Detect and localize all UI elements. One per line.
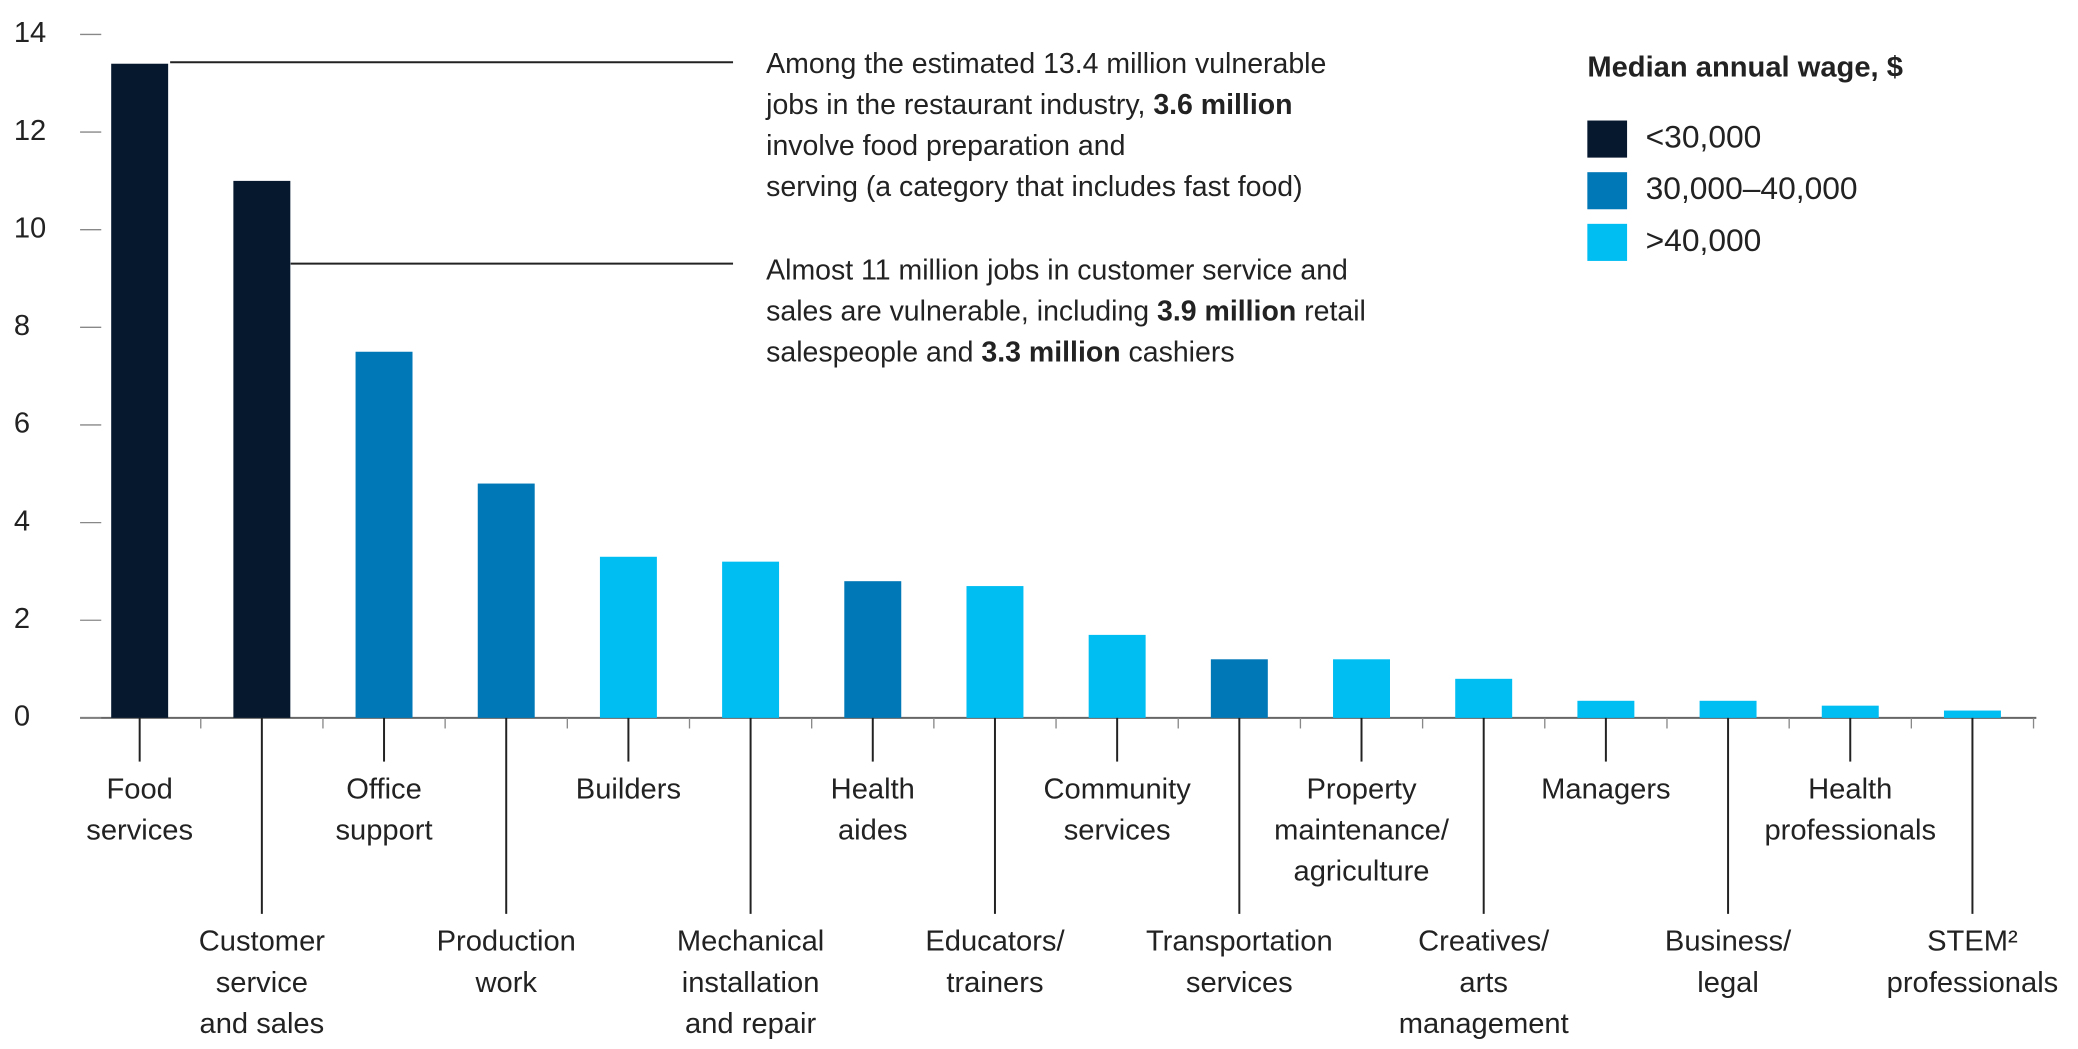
bar — [477, 483, 535, 718]
x-tick-label: aides — [838, 814, 908, 846]
x-tick-label: and repair — [685, 1008, 816, 1040]
y-tick-label: 6 — [14, 408, 30, 440]
annotation-line: jobs in the restaurant industry, 3.6 mil… — [765, 88, 1292, 120]
bar — [966, 586, 1024, 718]
annotation: Almost 11 million jobs in customer servi… — [766, 254, 1366, 368]
bar — [844, 581, 902, 718]
x-tick-label: Builders — [576, 773, 681, 805]
annotation-bold: 3.3 million — [981, 336, 1120, 368]
x-tick-label: Customer — [199, 926, 326, 958]
bar — [1943, 710, 2001, 718]
bar — [599, 556, 657, 718]
bar — [1699, 700, 1757, 718]
x-tick-label: trainers — [946, 967, 1043, 999]
x-tick-label: maintenance/ — [1274, 814, 1450, 846]
y-tick-label: 0 — [14, 701, 30, 733]
annotation-bold: 3.9 million — [1157, 295, 1296, 327]
legend-label: >40,000 — [1646, 222, 1762, 258]
annotation-text: cashiers — [1121, 336, 1235, 368]
annotation-text: salespeople and — [766, 336, 981, 368]
bar — [722, 561, 780, 718]
y-tick-label: 8 — [14, 310, 30, 342]
annotation-text: involve food preparation and — [766, 130, 1125, 162]
legend-label: 30,000–40,000 — [1646, 170, 1858, 206]
annotation-text: Among the estimated 13.4 million vulnera… — [766, 47, 1326, 79]
bar — [355, 351, 413, 718]
annotation-text: retail — [1296, 295, 1366, 327]
x-tick-label: legal — [1697, 967, 1759, 999]
legend-label: <30,000 — [1646, 118, 1762, 154]
x-tick-label: work — [474, 967, 537, 999]
x-tick-label: Property — [1306, 773, 1417, 805]
bar — [1577, 700, 1635, 718]
annotation-line: Among the estimated 13.4 million vulnera… — [766, 47, 1326, 79]
x-tick-label: service — [216, 967, 308, 999]
annotation-line: salespeople and 3.3 million cashiers — [766, 336, 1234, 368]
x-tick-label: support — [335, 814, 432, 846]
x-tick-label: services — [1064, 814, 1171, 846]
annotation-line: serving (a category that includes fast f… — [766, 171, 1302, 203]
x-tick-label: STEM² — [1927, 926, 2018, 958]
annotation-text: Almost 11 million jobs in customer servi… — [766, 254, 1348, 286]
legend-swatch — [1587, 172, 1628, 210]
x-tick-label: installation — [682, 967, 820, 999]
y-tick-label: 2 — [14, 603, 30, 635]
x-tick-label: Community — [1044, 773, 1192, 805]
bar — [1088, 634, 1146, 718]
annotation-text: sales are vulnerable, including — [766, 295, 1157, 327]
annotation-text: jobs in the restaurant industry, — [765, 88, 1153, 120]
legend-swatch — [1587, 120, 1628, 158]
annotation-line: Almost 11 million jobs in customer servi… — [766, 254, 1348, 286]
x-tick-label: Managers — [1541, 773, 1671, 805]
x-tick-label: and sales — [200, 1008, 325, 1040]
bar — [1455, 678, 1513, 718]
x-tick-label: management — [1399, 1008, 1569, 1040]
x-tick-label: Production — [437, 926, 576, 958]
y-tick-label: 4 — [14, 505, 30, 537]
annotation-bold: 3.6 million — [1153, 88, 1292, 120]
x-tick-label: professionals — [1764, 814, 1936, 846]
y-tick-label: 10 — [14, 212, 46, 244]
x-tick-label: services — [86, 814, 193, 846]
annotation: Among the estimated 13.4 million vulnera… — [765, 47, 1326, 202]
x-tick-label: Health — [1808, 773, 1892, 805]
x-tick-label: Mechanical — [677, 926, 824, 958]
x-tick-label: agriculture — [1294, 856, 1430, 888]
bar — [233, 180, 291, 718]
x-tick-label: Transportation — [1146, 926, 1333, 958]
annotation-line: sales are vulnerable, including 3.9 mill… — [766, 295, 1366, 327]
x-tick-label: services — [1186, 967, 1293, 999]
bar — [1210, 659, 1268, 718]
x-tick-label: Educators/ — [925, 926, 1065, 958]
x-tick-label: Food — [106, 773, 172, 805]
x-tick-label: arts — [1459, 967, 1508, 999]
x-tick-label: Health — [831, 773, 915, 805]
bar — [1821, 705, 1879, 718]
x-tick-label: Creatives/ — [1418, 926, 1550, 958]
legend-title: Median annual wage, $ — [1587, 52, 1903, 84]
bar — [111, 63, 169, 718]
y-tick-label: 12 — [14, 115, 46, 147]
legend-swatch — [1587, 223, 1628, 261]
annotation-text: serving (a category that includes fast f… — [766, 171, 1302, 203]
y-tick-label: 14 — [14, 17, 46, 49]
annotation-line: involve food preparation and — [766, 130, 1125, 162]
x-tick-label: Office — [346, 773, 422, 805]
bar — [1333, 659, 1390, 718]
x-tick-label: professionals — [1887, 967, 2059, 999]
x-tick-label: Business/ — [1665, 926, 1792, 958]
